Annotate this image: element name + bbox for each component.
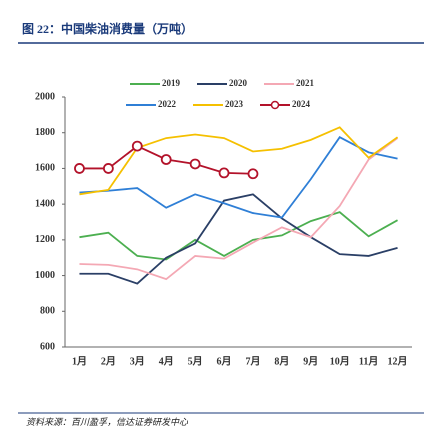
legend-label: 2019 xyxy=(162,78,181,88)
point xyxy=(131,140,143,152)
y-tick-label: 1800 xyxy=(35,127,55,138)
source: 资料来源：百川盈孚，信达证券研发中心 xyxy=(26,417,189,427)
legend-label: 2021 xyxy=(296,78,315,88)
point xyxy=(189,158,201,170)
y-tick-label: 1400 xyxy=(35,198,55,209)
x-tick-label: 1月 xyxy=(72,355,87,367)
point xyxy=(247,168,259,180)
x-tick-label: 11月 xyxy=(359,355,378,367)
x-tick-label: 2月 xyxy=(101,355,116,367)
x-tick-label: 3月 xyxy=(130,355,145,367)
x-tick-label: 10月 xyxy=(330,355,350,367)
legend-marker xyxy=(270,100,280,110)
series-line xyxy=(79,211,398,261)
x-tick-label: 7月 xyxy=(245,355,260,367)
series-line xyxy=(79,136,398,219)
x-tick-label: 9月 xyxy=(303,355,318,367)
legend-label: 2020 xyxy=(229,78,248,88)
series-line xyxy=(79,137,399,281)
series-line xyxy=(79,193,398,285)
series-line xyxy=(79,126,399,196)
y-tick-label: 1200 xyxy=(35,234,55,245)
point xyxy=(160,154,172,165)
point xyxy=(218,167,230,179)
y-tick-label: 1000 xyxy=(35,270,55,281)
y-tick-label: 600 xyxy=(40,341,55,352)
y-tick-label: 2000 xyxy=(35,91,55,102)
point xyxy=(74,163,85,174)
x-tick-label: 12月 xyxy=(388,355,408,367)
x-tick-label: 8月 xyxy=(274,355,289,367)
legend-label: 2022 xyxy=(158,99,177,109)
point xyxy=(102,163,114,174)
y-tick-label: 1600 xyxy=(35,163,55,174)
x-tick-label: 4月 xyxy=(159,355,174,367)
chart-title: 图 22：中国柴油消费量（万吨） xyxy=(22,21,193,36)
x-tick-label: 6月 xyxy=(217,355,232,367)
legend-label: 2023 xyxy=(225,99,244,109)
legend-label: 2024 xyxy=(292,99,311,109)
x-tick-label: 5月 xyxy=(188,355,203,367)
y-tick-label: 800 xyxy=(40,306,55,317)
